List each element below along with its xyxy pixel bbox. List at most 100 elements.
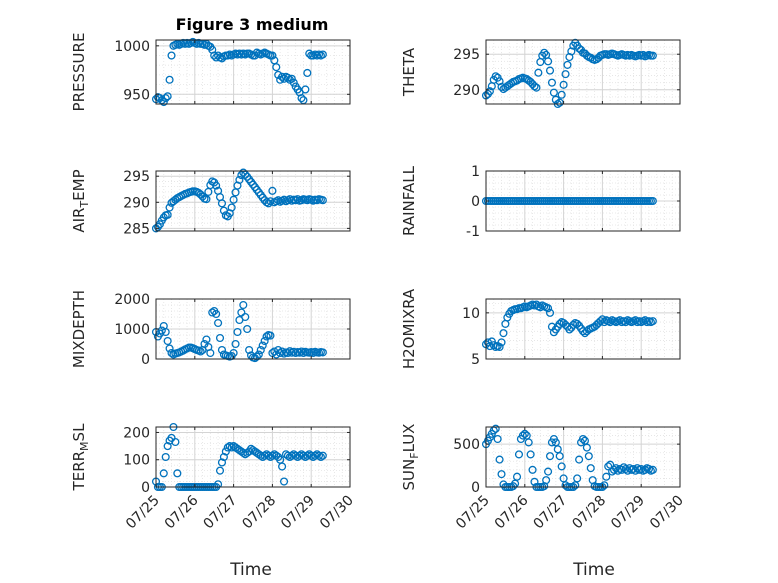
data-point — [254, 350, 263, 359]
data-point — [229, 195, 238, 204]
y-axis-label: H2OMIXRA — [400, 288, 418, 369]
data-point — [307, 451, 316, 460]
data-point — [629, 464, 638, 474]
data-point — [499, 329, 508, 338]
data-point — [260, 336, 269, 346]
data-point — [217, 458, 227, 467]
data-point — [596, 317, 605, 326]
data-point — [243, 324, 252, 334]
data-point — [549, 88, 558, 97]
data-point — [262, 332, 271, 341]
data-point — [214, 480, 223, 489]
data-point — [208, 308, 217, 317]
data-point — [573, 319, 582, 328]
data-point — [299, 451, 308, 460]
data-point — [311, 451, 320, 460]
data-point — [540, 48, 549, 57]
data-point — [518, 431, 527, 440]
data-point — [586, 53, 595, 62]
data-point — [159, 98, 168, 107]
data-point — [212, 309, 221, 319]
y-tick-label: 0 — [471, 194, 480, 210]
y-tick-label: 290 — [123, 195, 150, 211]
y-tick-label: 5 — [471, 352, 480, 368]
data-point — [613, 466, 622, 475]
data-point — [167, 348, 176, 358]
data-point — [283, 348, 292, 358]
data-point — [575, 455, 584, 464]
y-tick-label: 1000 — [114, 39, 150, 55]
data-point — [159, 469, 168, 478]
y-tick-label: 0 — [471, 480, 480, 496]
y-tick-label: 1000 — [114, 322, 150, 338]
data-point — [491, 424, 500, 433]
data-point — [287, 74, 296, 83]
data-point — [547, 78, 557, 87]
data-point — [258, 341, 267, 350]
data-point — [279, 477, 289, 486]
data-point — [278, 462, 287, 471]
subplot-pressure: 950 1000 PRESSURE — [70, 33, 351, 112]
data-point — [621, 464, 630, 474]
data-point — [512, 472, 522, 481]
data-point — [283, 73, 292, 82]
data-point — [157, 326, 166, 335]
data-point — [545, 452, 555, 461]
y-tick-label: 1 — [471, 164, 480, 180]
y-tick-label: -1 — [466, 224, 480, 240]
data-point — [276, 348, 285, 358]
x-axis-label-left: Time — [229, 560, 272, 580]
data-point — [555, 452, 564, 461]
data-point — [493, 434, 502, 444]
y-tick-label: 100 — [123, 453, 150, 469]
y-axis-label: RAINFALL — [400, 165, 418, 236]
data-point — [301, 85, 310, 94]
subplot-h2omixra: 5 10 H2OMIXRA — [400, 288, 681, 369]
data-point — [239, 448, 248, 457]
data-point — [256, 345, 265, 355]
data-point — [161, 94, 170, 103]
data-point — [530, 82, 539, 91]
data-point — [163, 442, 172, 451]
data-point — [604, 462, 613, 471]
y-tick-label: 950 — [123, 87, 150, 103]
data-point — [644, 464, 654, 474]
y-tick-label: 290 — [453, 83, 480, 99]
data-point — [544, 57, 553, 66]
data-point — [524, 438, 533, 447]
data-point — [563, 60, 572, 69]
data-point — [544, 304, 553, 313]
data-point — [283, 451, 292, 460]
data-point — [526, 450, 535, 459]
y-tick-label: 0 — [141, 480, 150, 496]
data-point — [161, 327, 170, 337]
y-tick-label: 295 — [123, 169, 150, 185]
data-point — [272, 63, 281, 72]
data-point — [268, 51, 277, 60]
y-tick-label: 285 — [123, 221, 150, 237]
y-axis-label: PRESSURE — [70, 33, 88, 112]
data-point — [266, 331, 275, 340]
data-point — [534, 68, 543, 77]
data-point — [497, 470, 506, 479]
data-point — [285, 195, 294, 204]
data-point — [530, 477, 539, 486]
data-point — [314, 451, 324, 460]
data-point — [279, 74, 289, 83]
data-point — [268, 186, 277, 195]
data-point — [212, 181, 221, 190]
data-point — [545, 308, 555, 317]
data-point — [264, 451, 273, 460]
data-point — [196, 347, 205, 356]
data-point — [316, 452, 325, 462]
data-point — [278, 72, 287, 81]
data-point — [305, 49, 314, 58]
data-point — [639, 50, 648, 59]
data-point — [215, 333, 225, 343]
data-point — [648, 317, 657, 326]
data-point — [609, 465, 619, 474]
data-point — [584, 452, 593, 461]
subplot-mixdepth: 0 1000 2000 MIXDEPTH — [70, 290, 351, 368]
data-point — [268, 451, 277, 460]
